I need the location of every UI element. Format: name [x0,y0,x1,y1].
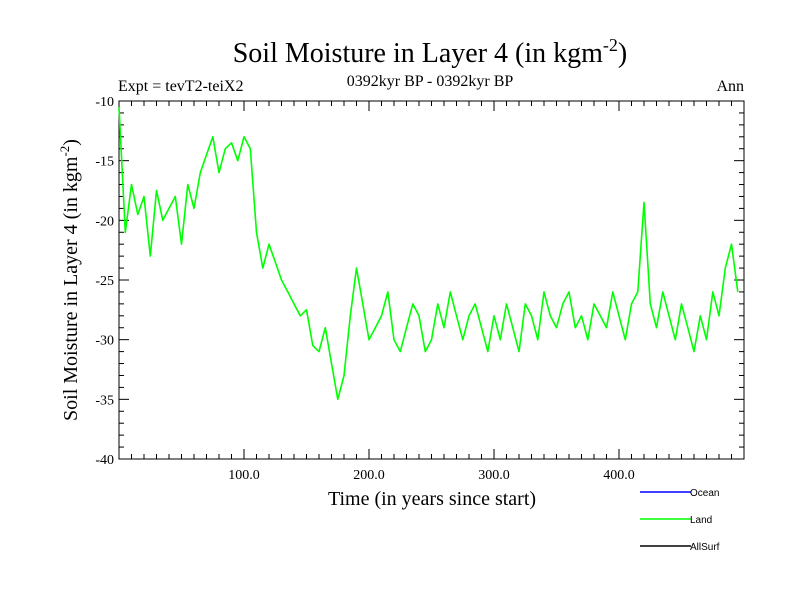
plot-frame [118,100,745,460]
y-axis-label: Soil Moisture in Layer 4 (in kgm-2) [57,139,82,421]
y-tick-label: -20 [95,214,114,229]
chart-subtitle: 0392kyr BP - 0392kyr BP [347,73,514,90]
legend: Ocean Land AllSurf [640,488,720,553]
chart-title: Soil Moisture in Layer 4 (in kgm-2) [233,35,628,69]
legend-label-ocean: Ocean [690,488,719,499]
y-tick-label: -25 [95,274,114,289]
legend-label-land: Land [690,515,712,526]
axis-ticks [119,101,744,459]
y-tick-label: -30 [95,334,114,349]
axis-tick-labels: 100.0 200.0 300.0 400.0 -40 -35 -30 -25 -20 -15 -1… [95,95,634,483]
experiment-label: Expt = tevT2-teiX2 [118,78,243,95]
x-tick-label: 400.0 [603,468,635,483]
x-tick-label: 300.0 [478,468,510,483]
series-line-land [118,106,739,401]
legend-label-allsurf: AllSurf [690,542,720,553]
series-layer [118,106,739,401]
season-label: Ann [716,78,744,95]
y-tick-label: -10 [95,95,114,110]
y-tick-label: -35 [95,393,114,408]
y-tick-label: -15 [95,155,114,170]
y-tick-label: -40 [95,453,114,468]
x-tick-label: 100.0 [228,468,260,483]
x-tick-label: 200.0 [353,468,385,483]
x-axis-label: Time (in years since start) [328,488,536,510]
